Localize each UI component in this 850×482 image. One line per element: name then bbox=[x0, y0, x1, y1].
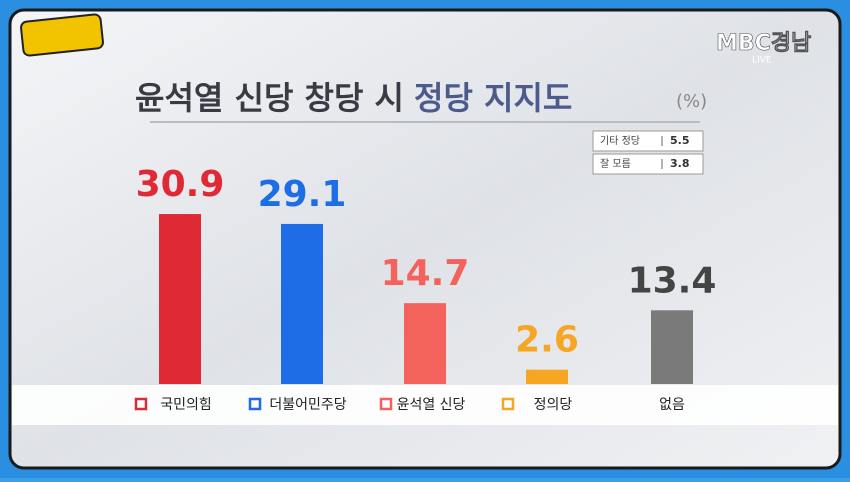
panel bbox=[8, 8, 842, 470]
unit: (%) bbox=[676, 91, 707, 112]
note-box bbox=[592, 130, 704, 152]
category-label: 더불어민주당 bbox=[269, 397, 346, 413]
chart-title: 윤석열 신당 창당 시 bbox=[135, 79, 404, 117]
note-value: 5.5 bbox=[670, 134, 690, 147]
legend-icon bbox=[379, 397, 393, 411]
bar bbox=[526, 369, 568, 384]
logo bbox=[20, 13, 104, 57]
value-label: 13.4 bbox=[628, 260, 717, 301]
live: LIVE bbox=[752, 56, 772, 66]
legend-band bbox=[12, 385, 838, 425]
value-label: 14.7 bbox=[381, 253, 470, 294]
bar bbox=[159, 214, 201, 384]
chart-title-highlight: 정당 지지도 bbox=[414, 79, 572, 117]
legend-icon bbox=[501, 397, 515, 411]
broadcaster: MBC경남 bbox=[716, 31, 811, 56]
legend-icon bbox=[248, 397, 262, 411]
legend-icon bbox=[134, 397, 148, 411]
category-label: 윤석열 신당 bbox=[397, 397, 466, 413]
category-label: 국민의힘 bbox=[160, 397, 212, 413]
value-label: 30.9 bbox=[136, 164, 225, 205]
category-label: 없음 bbox=[659, 397, 685, 413]
note-label: 잘 모름 bbox=[600, 158, 631, 170]
value-label: 2.6 bbox=[515, 320, 579, 361]
value-label: 29.1 bbox=[258, 174, 347, 215]
note-value: 3.8 bbox=[670, 157, 690, 170]
bar bbox=[404, 303, 446, 384]
bar bbox=[281, 223, 323, 384]
category-label: 정의당 bbox=[534, 397, 573, 413]
note-box bbox=[592, 153, 704, 175]
bar bbox=[651, 310, 693, 384]
note-label: 기타 정당 bbox=[600, 135, 640, 147]
